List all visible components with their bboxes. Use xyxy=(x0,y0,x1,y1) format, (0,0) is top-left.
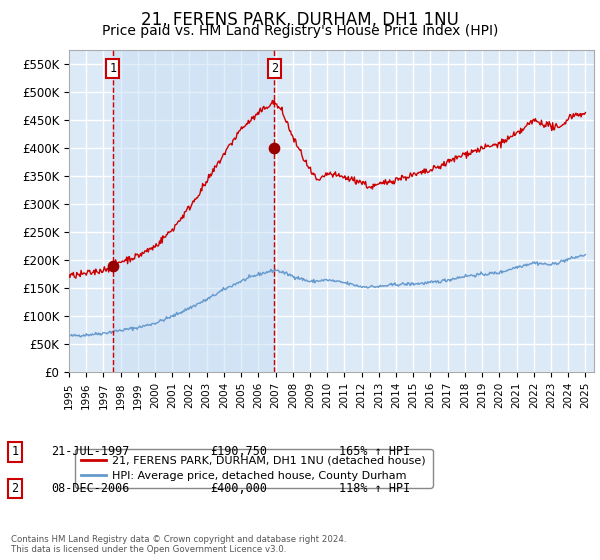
Legend: 21, FERENS PARK, DURHAM, DH1 1NU (detached house), HPI: Average price, detached : 21, FERENS PARK, DURHAM, DH1 1NU (detach… xyxy=(74,449,433,488)
Text: 1: 1 xyxy=(11,445,19,459)
Text: 21-JUL-1997: 21-JUL-1997 xyxy=(51,445,130,459)
Text: 2: 2 xyxy=(271,62,278,74)
Text: Contains HM Land Registry data © Crown copyright and database right 2024.
This d: Contains HM Land Registry data © Crown c… xyxy=(11,535,346,554)
Point xyxy=(269,144,279,153)
Text: 21, FERENS PARK, DURHAM, DH1 1NU: 21, FERENS PARK, DURHAM, DH1 1NU xyxy=(141,11,459,29)
Text: 118% ↑ HPI: 118% ↑ HPI xyxy=(339,482,410,495)
Bar xyxy=(113,50,274,372)
Text: 2: 2 xyxy=(11,482,19,495)
Text: £190,750: £190,750 xyxy=(210,445,267,459)
Point xyxy=(108,261,118,270)
Text: Price paid vs. HM Land Registry's House Price Index (HPI): Price paid vs. HM Land Registry's House … xyxy=(102,24,498,38)
Text: £400,000: £400,000 xyxy=(210,482,267,495)
Text: 08-DEC-2006: 08-DEC-2006 xyxy=(51,482,130,495)
Text: 1: 1 xyxy=(109,62,116,74)
Text: 165% ↑ HPI: 165% ↑ HPI xyxy=(339,445,410,459)
